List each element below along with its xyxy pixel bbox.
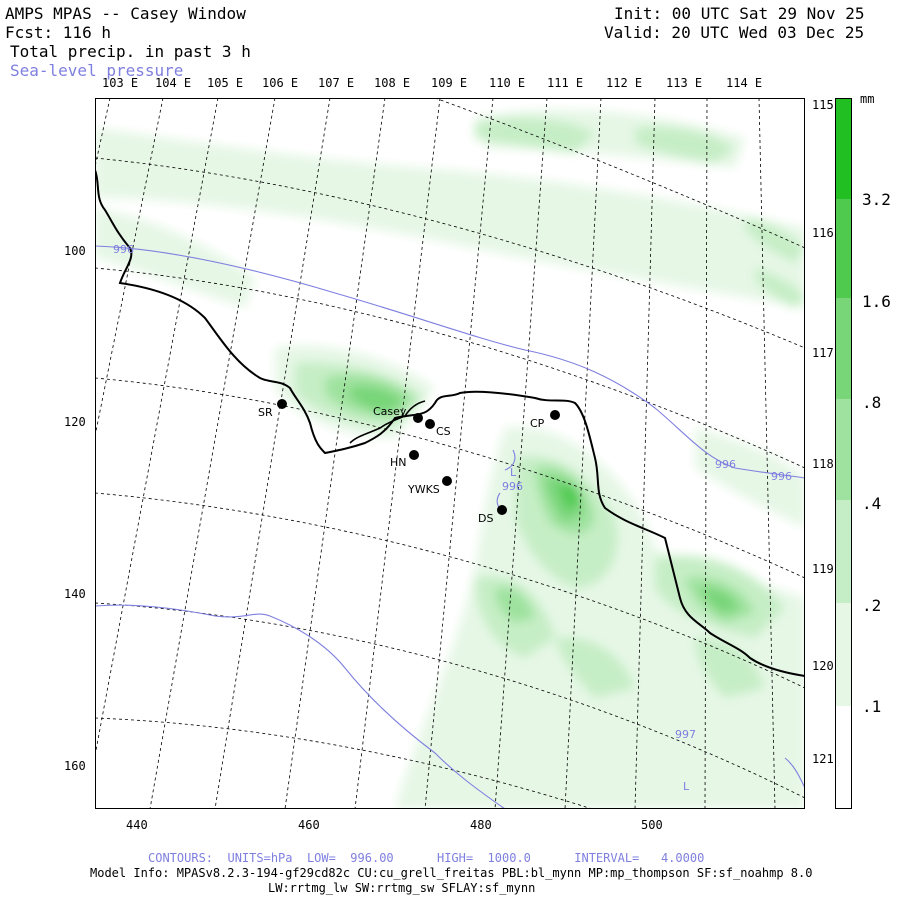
coastline: [95, 169, 805, 677]
colorbar-segment: [835, 500, 852, 603]
station-marker-cs: [425, 419, 435, 429]
station-label-cs: CS: [436, 425, 451, 438]
lon-label-top: 104 E: [155, 76, 192, 90]
lon-label-top: 109 E: [431, 76, 468, 90]
coastline-inner: [349, 400, 426, 444]
station-label-ywks: YWKS: [407, 483, 440, 496]
colorbar-level: .8: [862, 393, 882, 412]
x-tick-label: 480: [470, 818, 492, 832]
contour-label: 996: [771, 470, 792, 483]
colorbar-segment: [835, 706, 852, 809]
station-markers: [277, 399, 560, 515]
forecast-hour: Fcst: 116 h: [5, 23, 111, 42]
station-label-sr: SR: [258, 406, 273, 419]
lon-label-top: 113 E: [666, 76, 703, 90]
overlay-name: Sea-level pressure: [10, 61, 184, 80]
contour-info: CONTOURS: UNITS=hPa LOW= 996.00 HIGH= 10…: [148, 851, 705, 865]
model-info-physics: LW:rrtmg_lw SW:rrtmg_sw SFLAY:sf_mynn: [268, 881, 536, 895]
station-marker-ds: [497, 505, 507, 515]
lon-label-top: 105 E: [207, 76, 244, 90]
lon-label-top: 106 E: [262, 76, 299, 90]
colorbar-unit: mm: [860, 92, 875, 106]
station-label-ds: DS: [478, 512, 493, 525]
precip-shading: [95, 109, 805, 809]
init-time: Init: 00 UTC Sat 29 Nov 25: [614, 4, 865, 23]
model-info: Model Info: MPASv8.2.3-194-gf29cd82c CU:…: [90, 866, 813, 880]
lon-label-top: 107 E: [318, 76, 355, 90]
low-marker: L: [683, 780, 690, 793]
station-label-cp: CP: [530, 417, 545, 430]
low-marker: L: [510, 466, 517, 479]
lon-label-top: 112 E: [606, 76, 643, 90]
x-tick-label: 460: [298, 818, 320, 832]
lon-label-top: 110 E: [489, 76, 526, 90]
colorbar-segment: [835, 399, 852, 500]
plot-title: AMPS MPAS -- Casey Window: [5, 4, 246, 23]
lon-label-top: 108 E: [374, 76, 411, 90]
contour-label: 996: [113, 243, 134, 256]
station-label-casey: Casey: [373, 405, 407, 418]
colorbar-level: .2: [862, 596, 882, 615]
y-tick-label: 100: [64, 244, 86, 258]
colorbar-level: 1.6: [862, 292, 891, 311]
station-label-hn: HN: [390, 456, 407, 469]
station-labels: SR Casey CS HN YWKS DS CP: [258, 405, 545, 525]
station-marker-sr: [277, 399, 287, 409]
x-tick-label: 440: [126, 818, 148, 832]
y-tick-label: 120: [64, 415, 86, 429]
y-tick-label: 140: [64, 587, 86, 601]
colorbar-level: .1: [862, 697, 882, 716]
field-name: Total precip. in past 3 h: [10, 42, 251, 61]
station-marker-casey: [413, 413, 423, 423]
contour-label: 996: [502, 480, 523, 493]
map-panel: SR Casey CS HN YWKS DS CP 996 996 996 99…: [95, 98, 805, 809]
station-marker-cp: [550, 410, 560, 420]
colorbar-level: .4: [862, 494, 882, 513]
colorbar-segment: [835, 603, 852, 706]
colorbar-segment: [835, 199, 852, 298]
colorbar-segment: [835, 98, 852, 199]
valid-time: Valid: 20 UTC Wed 03 Dec 25: [604, 23, 865, 42]
contour-label: 996: [715, 458, 736, 471]
station-marker-hn: [409, 450, 419, 460]
contour-label: 997: [675, 728, 696, 741]
colorbar-segment: [835, 298, 852, 399]
colorbar: [835, 98, 852, 809]
y-tick-label: 160: [64, 759, 86, 773]
lon-label-top: 103 E: [102, 76, 139, 90]
lon-label-top: 114 E: [726, 76, 763, 90]
colorbar-level: 3.2: [862, 190, 891, 209]
station-marker-ywks: [442, 476, 452, 486]
x-tick-label: 500: [641, 818, 663, 832]
lon-label-top: 111 E: [547, 76, 584, 90]
contour-labels: 996 996 996 996 997 L L: [113, 243, 792, 793]
